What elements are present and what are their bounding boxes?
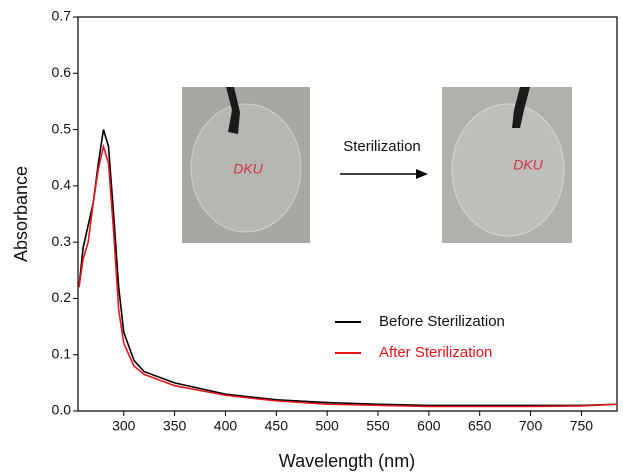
x-tick-label: 300 bbox=[112, 418, 136, 434]
y-tick-label: 0.3 bbox=[52, 233, 72, 249]
plot-frame bbox=[77, 16, 618, 412]
x-tick-label: 700 bbox=[519, 418, 543, 434]
photo-label: DKU bbox=[513, 157, 543, 173]
annotation: Sterilization bbox=[343, 138, 421, 155]
x-tick-label: 450 bbox=[265, 418, 289, 434]
legend-text: After Sterilization bbox=[379, 344, 492, 361]
photo-label: DKU bbox=[233, 161, 263, 177]
x-tick-label: 550 bbox=[366, 418, 390, 434]
y-tick-label: 0.1 bbox=[52, 345, 72, 361]
clip-after bbox=[512, 87, 530, 128]
series-line bbox=[78, 143, 618, 408]
legend-text: Before Sterilization bbox=[379, 313, 505, 330]
y-tick-label: 0.5 bbox=[52, 120, 72, 136]
x-tick-label: 650 bbox=[468, 418, 492, 434]
y-tick-label: 0.0 bbox=[52, 402, 72, 418]
film-before bbox=[190, 103, 302, 233]
arrow-head bbox=[416, 169, 428, 179]
x-tick-label: 500 bbox=[315, 418, 339, 434]
film-after bbox=[451, 103, 565, 237]
x-tick-label: 350 bbox=[163, 418, 187, 434]
y-tick-label: 0.6 bbox=[52, 64, 72, 80]
y-tick-label: 0.2 bbox=[52, 289, 72, 305]
x-tick-label: 750 bbox=[570, 418, 594, 434]
y-tick-label: 0.7 bbox=[52, 8, 72, 24]
y-tick-label: 0.4 bbox=[52, 177, 72, 193]
clip-before bbox=[226, 87, 240, 134]
x-tick-label: 600 bbox=[417, 418, 441, 434]
x-tick-label: 400 bbox=[214, 418, 238, 434]
y-axis-label: Absorbance bbox=[11, 166, 31, 262]
x-axis-label: Wavelength (nm) bbox=[279, 451, 415, 471]
